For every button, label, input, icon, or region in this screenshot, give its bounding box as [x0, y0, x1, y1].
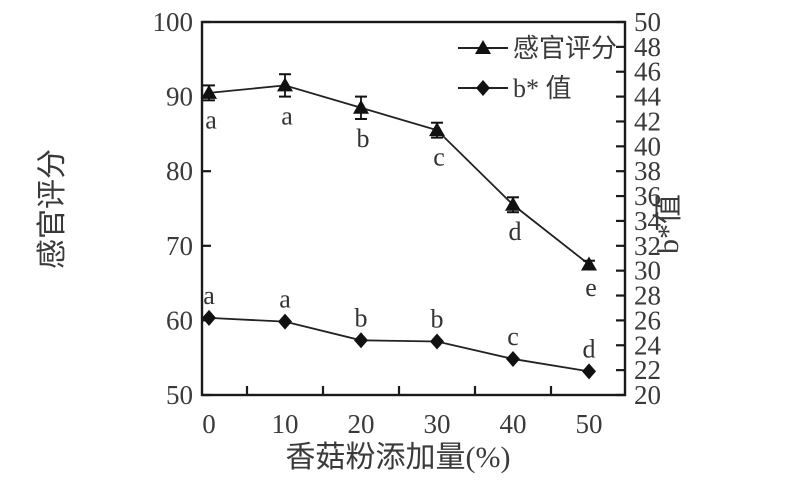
significance-letter: a: [279, 285, 291, 314]
right-axis-title: b*值: [652, 194, 685, 254]
x-axis-tick-label: 10: [272, 409, 299, 439]
x-axis-tick-label: 20: [348, 409, 375, 439]
legend-label: b* 值: [513, 74, 572, 103]
right-axis-tick-label: 32: [634, 231, 661, 261]
legend-label: 感官评分: [513, 34, 617, 63]
right-axis-tick-label: 46: [634, 57, 661, 87]
data-point-diamond: [202, 309, 216, 326]
significance-letter: a: [281, 102, 293, 131]
plot-frame: [200, 20, 627, 397]
right-axis-tick-label: 50: [634, 7, 661, 37]
legend-marker-triangle: [475, 40, 491, 54]
data-point-triangle: [201, 84, 217, 99]
data-point-triangle: [429, 122, 445, 137]
right-axis-tick-label: 20: [634, 380, 661, 410]
left-axis-tick-label: 100: [153, 7, 194, 37]
right-axis-tick-label: 30: [634, 256, 661, 286]
significance-letter: b: [355, 303, 368, 332]
right-axis-tick-label: 42: [634, 106, 661, 136]
x-axis-tick-label: 30: [424, 409, 451, 439]
right-axis-tick-label: 34: [634, 206, 662, 236]
data-point-diamond: [278, 313, 292, 330]
right-axis-tick-label: 48: [634, 32, 661, 62]
series-line-diamond: [208, 317, 590, 373]
left-axis-tick-label: 60: [166, 305, 193, 335]
left-axis-tick-label: 80: [166, 156, 193, 186]
left-axis-tick-label: 50: [166, 380, 193, 410]
right-axis-tick-label: 24: [634, 330, 662, 360]
left-axis-tick-label: 90: [166, 82, 193, 112]
significance-letter: a: [205, 105, 217, 134]
right-axis-tick-label: 26: [634, 305, 661, 335]
data-point-diamond: [582, 363, 596, 380]
right-axis-tick-label: 40: [634, 131, 661, 161]
left-axis-title: 感官评分: [36, 149, 69, 269]
significance-letter: d: [509, 217, 522, 246]
data-point-diamond: [506, 350, 520, 367]
data-point-triangle: [277, 77, 293, 92]
data-point-diamond: [430, 333, 444, 350]
data-point-triangle: [353, 99, 369, 114]
series-line-triangle: [208, 84, 590, 266]
significance-letter: c: [507, 322, 519, 351]
significance-letter: b: [357, 124, 370, 153]
significance-letter: d: [583, 334, 596, 363]
x-axis-tick-label: 50: [576, 409, 603, 439]
data-point-triangle: [505, 196, 521, 211]
right-axis-tick-label: 36: [634, 181, 661, 211]
right-axis-tick-label: 22: [634, 355, 661, 385]
significance-letter: c: [433, 143, 445, 172]
right-axis-tick-label: 28: [634, 281, 661, 311]
right-axis-tick-label: 44: [634, 82, 662, 112]
significance-letter: e: [585, 273, 597, 302]
right-axis-tick-label: 38: [634, 156, 661, 186]
significance-letter: b: [431, 305, 444, 334]
x-axis-tick-label: 40: [500, 409, 527, 439]
significance-letter: a: [203, 281, 215, 310]
x-axis-tick-label: 0: [202, 409, 216, 439]
data-point-triangle: [581, 256, 597, 271]
data-point-diamond: [354, 332, 368, 349]
left-axis-tick-label: 70: [166, 231, 193, 261]
x-axis-title: 香菇粉添加量(%): [286, 441, 511, 474]
legend-marker-diamond: [476, 80, 490, 96]
